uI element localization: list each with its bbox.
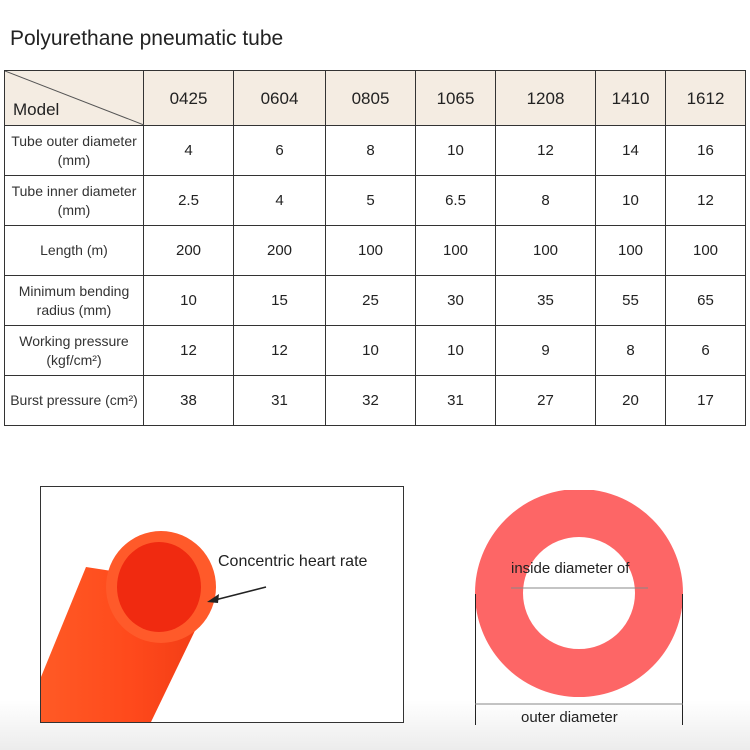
row-label: Burst pressure (cm²) <box>4 375 144 426</box>
table-cell: 31 <box>233 375 326 426</box>
table-cell: 8 <box>595 325 666 376</box>
table-cell: 200 <box>233 225 326 276</box>
table-cell: 35 <box>495 275 596 326</box>
table-row: Tube outer diameter (mm) 4 6 8 10 12 14 16 <box>4 125 746 176</box>
table-cell: 17 <box>665 375 746 426</box>
page-title: Polyurethane pneumatic tube <box>10 27 284 50</box>
model-header: 0805 <box>325 70 416 126</box>
model-header-cell: Model <box>4 70 144 126</box>
row-label: Length (m) <box>4 225 144 276</box>
table-cell: 100 <box>595 225 666 276</box>
model-header: 1065 <box>415 70 496 126</box>
table-row: Length (m) 200 200 100 100 100 100 100 <box>4 225 746 276</box>
tube-photo: Concentric heart rate <box>40 486 404 723</box>
row-label-line: (mm) <box>57 201 91 218</box>
table-cell: 10 <box>143 275 234 326</box>
table-cell: 10 <box>415 125 496 176</box>
model-header: 1410 <box>595 70 666 126</box>
table-row: Burst pressure (cm²) 38 31 32 31 27 20 17 <box>4 375 746 426</box>
model-header: 0425 <box>143 70 234 126</box>
row-label-line: Working pressure <box>19 332 129 349</box>
table-cell: 100 <box>415 225 496 276</box>
table-row: Working pressure (kgf/cm²) 12 12 10 10 9 8 6 <box>4 325 746 376</box>
table-cell: 32 <box>325 375 416 426</box>
table-row: Minimum bending radius (mm) 10 15 25 30 35 55 65 <box>4 275 746 326</box>
row-label-line: (kgf/cm²) <box>46 351 102 368</box>
table-cell: 9 <box>495 325 596 376</box>
row-label: Tube inner diameter (mm) <box>4 175 144 226</box>
table-cell: 20 <box>595 375 666 426</box>
callout-label: Concentric heart rate <box>218 553 368 570</box>
table-cell: 8 <box>325 125 416 176</box>
model-header: 1208 <box>495 70 596 126</box>
table-cell: 12 <box>143 325 234 376</box>
table-cell: 10 <box>325 325 416 376</box>
row-label-line: radius (mm) <box>36 301 112 318</box>
table-cell: 25 <box>325 275 416 326</box>
model-header: 1612 <box>665 70 746 126</box>
outer-diameter-label: outer diameter <box>521 709 618 726</box>
table-cell: 55 <box>595 275 666 326</box>
row-label: Minimum bending radius (mm) <box>4 275 144 326</box>
row-label: Working pressure (kgf/cm²) <box>4 325 144 376</box>
table-cell: 12 <box>665 175 746 226</box>
header-row: Model 0425 0604 0805 1065 1208 1410 1612 <box>4 70 746 126</box>
table-cell: 12 <box>495 125 596 176</box>
model-header: 0604 <box>233 70 326 126</box>
row-label-line: Burst pressure (cm²) <box>10 392 138 408</box>
table-cell: 15 <box>233 275 326 326</box>
row-label: Tube outer diameter (mm) <box>4 125 144 176</box>
tube-illustration <box>41 531 267 722</box>
table-cell: 16 <box>665 125 746 176</box>
table-cell: 10 <box>595 175 666 226</box>
table-cell: 31 <box>415 375 496 426</box>
row-label-line: Tube inner diameter <box>11 182 137 199</box>
inside-diameter-label: inside diameter of <box>511 560 630 577</box>
spec-table: Model 0425 0604 0805 1065 1208 1410 1612… <box>4 70 746 426</box>
table-cell: 4 <box>143 125 234 176</box>
row-label-line: Minimum bending <box>18 282 130 299</box>
table-cell: 100 <box>665 225 746 276</box>
table-cell: 6 <box>665 325 746 376</box>
table-cell: 65 <box>665 275 746 326</box>
model-label: Model <box>13 100 60 119</box>
table-cell: 6 <box>233 125 326 176</box>
table-cell: 30 <box>415 275 496 326</box>
row-label-line: Tube outer diameter <box>11 132 137 149</box>
diagonal-divider <box>5 71 144 125</box>
arrow-icon <box>210 586 267 602</box>
table-cell: 27 <box>495 375 596 426</box>
row-label-line: Length (m) <box>40 242 108 258</box>
row-label-line: (mm) <box>57 151 91 168</box>
